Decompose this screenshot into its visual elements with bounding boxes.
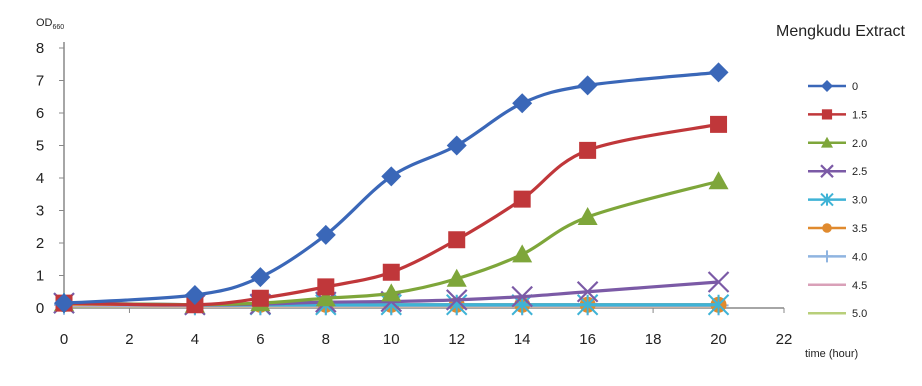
data-point [821,136,833,148]
legend-item: 4.0 [808,250,867,263]
series-2.0 [54,171,729,313]
x-axis-label: time (hour) [805,348,858,360]
x-tick-label: 14 [514,331,531,348]
y-tick-label: 4 [36,170,44,187]
data-point [251,289,269,307]
data-point [381,283,402,302]
data-point [708,62,729,83]
legend-item: 5.0 [808,308,867,320]
x-tick-labels: 0 2 4 6 8 10 12 14 16 18 20 22 [60,308,793,348]
legend-label: 4.0 [852,251,867,263]
y-tick-label: 1 [36,268,44,285]
y-tick-label: 5 [36,138,44,155]
data-point [54,293,74,314]
data-point [446,135,467,156]
y-tick-label: 8 [36,40,44,57]
legend-label: 1.5 [852,109,867,121]
data-point [821,80,833,92]
data-point [315,288,336,307]
axes [63,42,784,309]
y-tick-label: 2 [36,235,44,252]
legend-item: 2.0 [808,136,867,150]
legend-item: 0 [808,80,858,93]
y-axis-label: OD660 [36,17,64,31]
data-point [821,250,833,263]
y-tick-label: 3 [36,203,44,220]
x-tick-label: 16 [579,331,596,348]
data-point [512,93,533,114]
y-tick-labels: 0 1 2 3 4 5 6 7 8 [36,40,64,317]
y-tick-label: 6 [36,105,44,122]
data-point [707,294,730,316]
series-layer [53,62,730,316]
data-point [382,263,400,281]
legend-label: 4.5 [852,280,867,292]
legend-label: 2.0 [852,138,867,150]
x-tick-label: 4 [191,331,199,348]
data-point [822,223,832,233]
x-tick-label: 8 [322,331,330,348]
data-point [577,75,598,96]
x-tick-label: 12 [448,331,465,348]
legend-label: 2.5 [852,166,867,178]
legend-label: 0 [852,81,858,93]
data-point [445,289,468,311]
x-tick-label: 20 [710,331,727,348]
data-point [821,109,833,120]
legend-item: 2.5 [808,164,867,178]
data-point [317,278,335,296]
data-point [710,115,728,133]
series-1.5 [55,115,728,314]
data-point [511,285,533,308]
data-point [184,285,205,305]
series-0 [54,62,729,314]
data-point [576,280,599,303]
x-tick-label: 2 [125,331,133,348]
legend-item: 1.5 [808,109,867,121]
x-tick-label: 10 [383,331,400,348]
data-point [250,267,271,288]
data-point [820,192,834,207]
data-point [708,171,729,190]
data-point [513,190,531,208]
chart-title: Mengkudu Extract [776,23,906,40]
legend-label: 5.0 [852,308,867,320]
data-point [579,141,597,159]
x-tick-label: 6 [256,331,264,348]
x-tick-label: 0 [60,331,68,348]
data-point [707,271,730,293]
data-point [577,207,598,225]
data-point [446,268,467,287]
data-point [512,244,533,263]
legend-item: 3.0 [808,192,867,207]
data-point [820,164,834,178]
y-tick-label: 7 [36,73,44,90]
legend-item: 4.5 [808,280,867,292]
data-point [315,224,336,245]
legend-label: 3.5 [852,223,867,235]
x-tick-label: 18 [645,331,662,348]
y-tick-label: 0 [36,300,44,317]
legend-item: 3.5 [808,223,867,235]
x-tick-label: 22 [776,331,793,348]
data-point [381,166,402,187]
data-point [448,231,466,249]
legend-label: 3.0 [852,195,867,207]
legend: 0 1.5 2.0 2.5 3.0 3.5 4.0 4.5 5.0 [808,80,867,320]
